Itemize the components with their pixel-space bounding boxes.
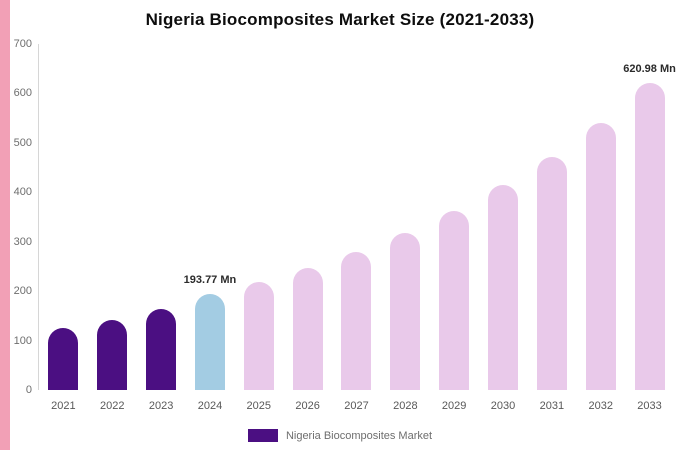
bar-2031[interactable] — [536, 156, 567, 390]
bar-2030[interactable] — [488, 185, 519, 390]
bar-2023[interactable] — [146, 308, 177, 390]
legend-swatch[interactable] — [247, 429, 278, 442]
bar-2033[interactable] — [634, 83, 665, 390]
bar-value-label: 620.98 Mn — [623, 63, 676, 76]
y-tick-label: 400 — [13, 186, 32, 199]
bar-column: 2031 — [527, 44, 576, 412]
bar-column: 2029 — [430, 44, 479, 412]
bar-2028[interactable] — [390, 232, 421, 390]
plot-area: 2021 2022 2023 193.77 Mn 2024 2025 2026 2027 202… — [38, 44, 676, 412]
x-axis-label: 2027 — [344, 400, 369, 412]
x-axis-label: 2029 — [441, 400, 467, 412]
bar-column: 2021 — [39, 44, 88, 412]
bar-column: 2027 — [332, 44, 381, 412]
x-axis-label: 2022 — [100, 400, 125, 412]
left-accent-strip — [0, 0, 10, 450]
bars-row: 2021 2022 2023 193.77 Mn 2024 2025 2026 2027 202… — [39, 44, 676, 412]
x-axis-label: 2028 — [393, 400, 418, 412]
chart-title: Nigeria Biocomposites Market Size (2021-… — [145, 10, 535, 29]
bar-2022[interactable] — [97, 319, 128, 390]
x-axis-label: 2031 — [539, 400, 565, 412]
x-axis-label: 2032 — [588, 400, 613, 412]
y-tick-label: 500 — [13, 136, 32, 149]
bar-column: 2032 — [576, 44, 625, 412]
bar-2026[interactable] — [292, 268, 323, 390]
x-axis-label: 2030 — [490, 400, 516, 412]
bar-column: 620.98 Mn 2033 — [623, 44, 676, 412]
y-tick-label: 700 — [13, 38, 32, 50]
x-axis-label: 2033 — [637, 400, 662, 412]
bar-2032[interactable] — [585, 123, 616, 390]
y-tick-label: 200 — [13, 285, 32, 298]
y-tick-label: 0 — [25, 384, 32, 396]
y-axis-ticks: 0 100 200 300 400 500 600 700 — [10, 38, 36, 396]
bar-column: 193.77 Mn 2024 — [183, 44, 237, 412]
bar-2021[interactable] — [48, 327, 79, 390]
legend-label[interactable]: Nigeria Biocomposites Market — [285, 429, 433, 442]
x-axis-label: 2026 — [295, 400, 320, 412]
bar-2024[interactable] — [194, 294, 225, 390]
bar-2025[interactable] — [243, 282, 274, 390]
legend: Nigeria Biocomposites Market — [0, 429, 680, 442]
x-axis-label: 2024 — [197, 400, 223, 412]
y-tick-label: 600 — [13, 87, 32, 100]
bar-column: 2023 — [137, 44, 186, 412]
bar-value-label: 193.77 Mn — [183, 274, 237, 287]
bar-column: 2022 — [88, 44, 137, 412]
bar-2029[interactable] — [439, 211, 470, 390]
x-axis-label: 2021 — [51, 400, 76, 412]
bar-column: 2030 — [479, 44, 528, 412]
bar-column: 2026 — [283, 44, 332, 412]
bar-column: 2025 — [234, 44, 283, 412]
bar-2027[interactable] — [341, 251, 372, 390]
x-axis-label: 2025 — [246, 400, 272, 412]
bar-column: 2028 — [381, 44, 430, 412]
x-axis-label: 2023 — [148, 400, 174, 412]
y-tick-label: 100 — [13, 334, 32, 347]
y-tick-label: 300 — [13, 235, 32, 248]
